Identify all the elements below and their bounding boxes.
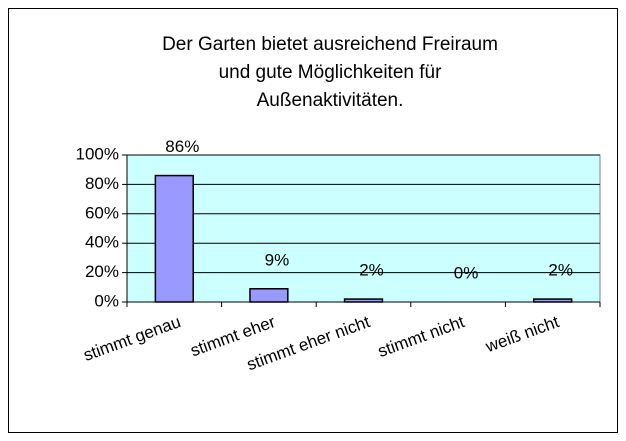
- data-label: 2%: [359, 261, 384, 280]
- data-label: 0%: [454, 263, 479, 282]
- y-tick-label: 40%: [85, 233, 119, 252]
- y-tick-label: 20%: [85, 262, 119, 281]
- data-label: 86%: [165, 137, 199, 156]
- bar: [154, 174, 194, 303]
- data-label: 9%: [265, 250, 290, 269]
- data-label: 2%: [548, 261, 573, 280]
- bar: [343, 298, 384, 303]
- y-tick-label: 100%: [76, 144, 119, 163]
- chart-title: Außenaktivitäten.: [257, 90, 404, 111]
- y-tick-label: 0%: [94, 291, 119, 310]
- bar: [249, 288, 289, 303]
- chart-title: Der Garten bietet ausreichend Freiraum: [162, 34, 498, 55]
- y-tick-label: 80%: [85, 174, 119, 193]
- chart-title: und gute Möglichkeiten für: [219, 62, 443, 83]
- bar: [533, 298, 573, 303]
- y-tick-label: 60%: [85, 203, 119, 222]
- plot-area: [126, 154, 601, 303]
